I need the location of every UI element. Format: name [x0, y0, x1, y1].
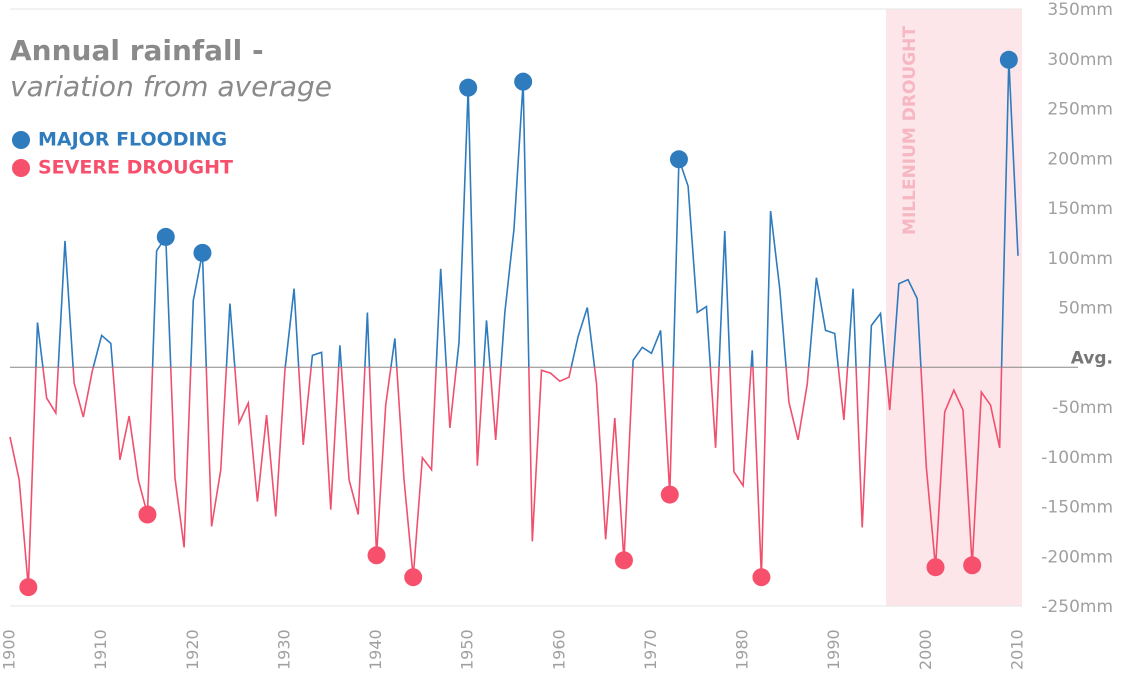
y-tick-label: 150mm: [1047, 199, 1113, 219]
band-label: MILLENIUM DROUGHT: [900, 26, 920, 235]
x-tick-label: 1920: [183, 629, 202, 670]
event-dot: [404, 568, 423, 587]
y-tick-label: 50mm: [1058, 299, 1113, 319]
x-tick-label: 2000: [916, 629, 935, 670]
legend-label: MAJOR FLOODING: [38, 129, 227, 151]
y-tick-label: 250mm: [1047, 100, 1113, 120]
x-tick-label: 1940: [366, 629, 385, 670]
legend-dot: [12, 131, 30, 149]
x-tick-label: 1950: [458, 629, 477, 670]
event-dot: [752, 568, 771, 587]
event-dot: [193, 243, 212, 262]
event-dot: [999, 50, 1018, 69]
y-tick-label: -50mm: [1052, 398, 1113, 418]
y-tick-label: 300mm: [1047, 50, 1113, 70]
band-layer: MILLENIUM DROUGHT: [886, 9, 1022, 606]
y-tick-label: -100mm: [1041, 448, 1113, 468]
x-tick-label: 2010: [1008, 629, 1027, 670]
event-dot: [963, 556, 982, 575]
event-dot: [156, 227, 175, 246]
x-tick-label: 1900: [0, 629, 19, 670]
legend-label: SEVERE DROUGHT: [38, 157, 233, 179]
event-dot: [19, 578, 38, 597]
x-tick-label: 1970: [641, 629, 660, 670]
x-tick-label: 1990: [824, 629, 843, 670]
x-tick-label: 1910: [91, 629, 110, 670]
event-dot: [459, 78, 478, 97]
event-dot: [660, 485, 679, 504]
y-tick-label: 350mm: [1047, 0, 1113, 20]
y-tick-label: -200mm: [1041, 547, 1113, 567]
event-dot: [614, 551, 633, 570]
x-tick-label: 1960: [549, 629, 568, 670]
event-dot: [138, 505, 157, 524]
y-tick-label: -150mm: [1041, 498, 1113, 518]
drought-band: [886, 9, 1022, 606]
y-tick-label: 100mm: [1047, 249, 1113, 269]
event-dot: [926, 558, 945, 577]
chart-subtitle: variation from average: [10, 70, 332, 103]
y-tick-label: Avg.: [1071, 348, 1113, 368]
legend-dot: [12, 159, 30, 177]
chart-title: Annual rainfall -: [10, 34, 264, 67]
x-tick-label: 1980: [733, 629, 752, 670]
event-dot: [514, 72, 533, 91]
rainfall-line: [9, 59, 1019, 588]
x-tick-label: 1930: [274, 629, 293, 670]
y-tick-label: -250mm: [1041, 597, 1113, 617]
event-dot: [669, 150, 688, 169]
event-dot: [367, 546, 386, 565]
y-tick-label: 200mm: [1047, 149, 1113, 169]
